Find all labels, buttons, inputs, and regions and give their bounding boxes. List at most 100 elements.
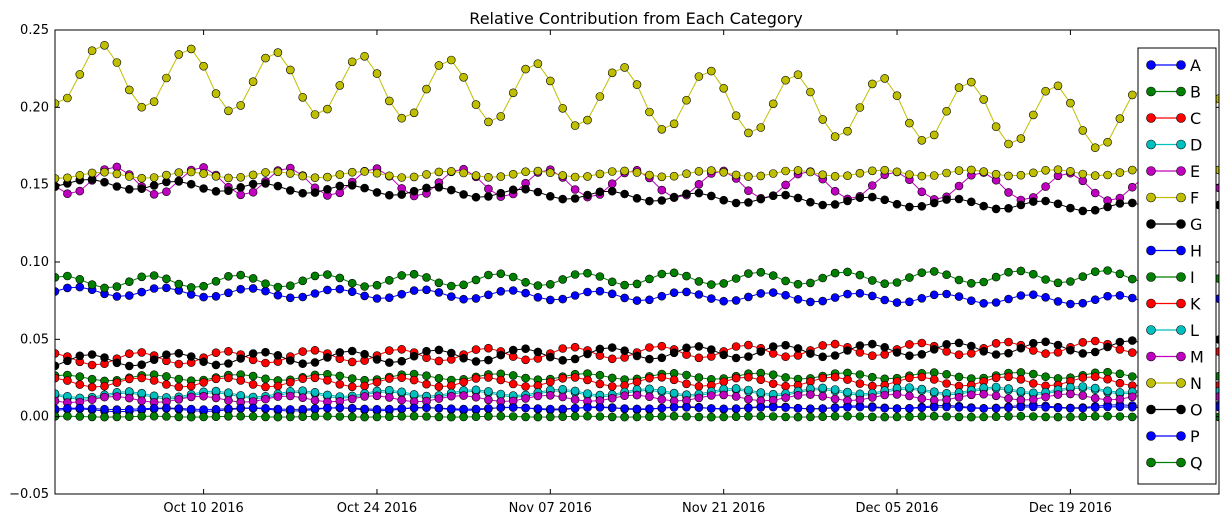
data-point [545, 377, 555, 387]
data-point [867, 412, 877, 422]
data-point [731, 170, 741, 180]
data-point [384, 404, 394, 414]
data-point [496, 172, 506, 181]
data-point [446, 292, 456, 301]
data-point [273, 412, 283, 422]
data-point [694, 277, 704, 286]
data-point [63, 403, 72, 413]
data-point [979, 277, 989, 287]
data-point [137, 396, 146, 406]
data-point [384, 275, 394, 285]
data-point [595, 370, 605, 380]
data-point [360, 349, 369, 359]
data-point [137, 348, 146, 357]
data-point [570, 395, 580, 404]
data-point [335, 371, 345, 381]
data-point [966, 412, 976, 422]
data-point [1029, 110, 1038, 120]
data-point [830, 372, 840, 382]
legend-marker [1146, 192, 1156, 203]
data-point [261, 394, 270, 404]
data-point [75, 70, 85, 79]
data-point [162, 403, 171, 413]
data-point [310, 110, 320, 119]
data-point [645, 354, 654, 364]
data-point [607, 186, 617, 196]
legend-marker [1146, 351, 1156, 362]
data-point [830, 403, 840, 413]
data-point [224, 173, 233, 183]
data-point [744, 352, 753, 361]
data-point [719, 412, 729, 422]
data-point [917, 384, 927, 394]
data-point [471, 357, 481, 366]
data-point [1004, 188, 1013, 197]
legend-label: I [1190, 268, 1195, 287]
data-point [966, 296, 976, 306]
data-point [558, 392, 568, 402]
data-point [261, 403, 270, 413]
data-point [880, 295, 890, 305]
data-point [310, 188, 320, 197]
data-point [706, 66, 716, 76]
data-point [1115, 402, 1125, 412]
data-point [211, 360, 221, 370]
data-point [917, 372, 927, 382]
data-point [372, 294, 382, 303]
data-point [979, 346, 989, 356]
data-point [533, 347, 543, 357]
data-point [719, 390, 729, 400]
data-point [137, 272, 146, 282]
data-point [979, 389, 989, 399]
data-point [347, 357, 357, 367]
data-point [744, 198, 753, 207]
data-point [298, 276, 308, 286]
data-point [87, 350, 97, 359]
data-point [1066, 345, 1075, 355]
data-point [1128, 336, 1137, 345]
data-point [496, 403, 506, 413]
legend-label: P [1190, 427, 1200, 446]
data-point [285, 405, 295, 414]
data-point [347, 394, 357, 404]
data-point [1066, 98, 1075, 108]
data-point [75, 372, 85, 381]
data-point [112, 405, 122, 414]
data-point [459, 294, 468, 304]
data-point [347, 412, 357, 422]
data-point [1090, 347, 1100, 357]
data-point [1066, 389, 1075, 399]
data-point [137, 388, 146, 398]
data-point [285, 169, 295, 178]
data-point [979, 95, 989, 104]
data-point [867, 291, 877, 301]
data-point [335, 348, 345, 357]
data-point [657, 185, 667, 195]
data-point [979, 201, 989, 211]
data-point [1128, 198, 1137, 208]
legend-marker [1146, 60, 1156, 70]
data-point [558, 404, 568, 414]
data-point [706, 280, 716, 289]
data-point [397, 190, 407, 199]
data-point [236, 183, 245, 192]
data-point [905, 202, 914, 212]
data-point [929, 267, 939, 276]
data-point [137, 287, 146, 297]
data-point [657, 395, 667, 404]
data-point [917, 338, 927, 348]
data-point [446, 281, 456, 291]
data-point [867, 339, 877, 349]
data-point [298, 171, 308, 181]
data-point [87, 382, 97, 392]
data-point [991, 350, 1001, 359]
data-point [459, 412, 468, 422]
data-point [1128, 165, 1137, 175]
data-point [1029, 369, 1038, 379]
data-point [533, 59, 543, 69]
data-point [236, 354, 245, 363]
data-point [558, 355, 568, 365]
data-point [830, 200, 840, 209]
legend-label: Q [1190, 454, 1203, 473]
data-point [768, 402, 778, 412]
